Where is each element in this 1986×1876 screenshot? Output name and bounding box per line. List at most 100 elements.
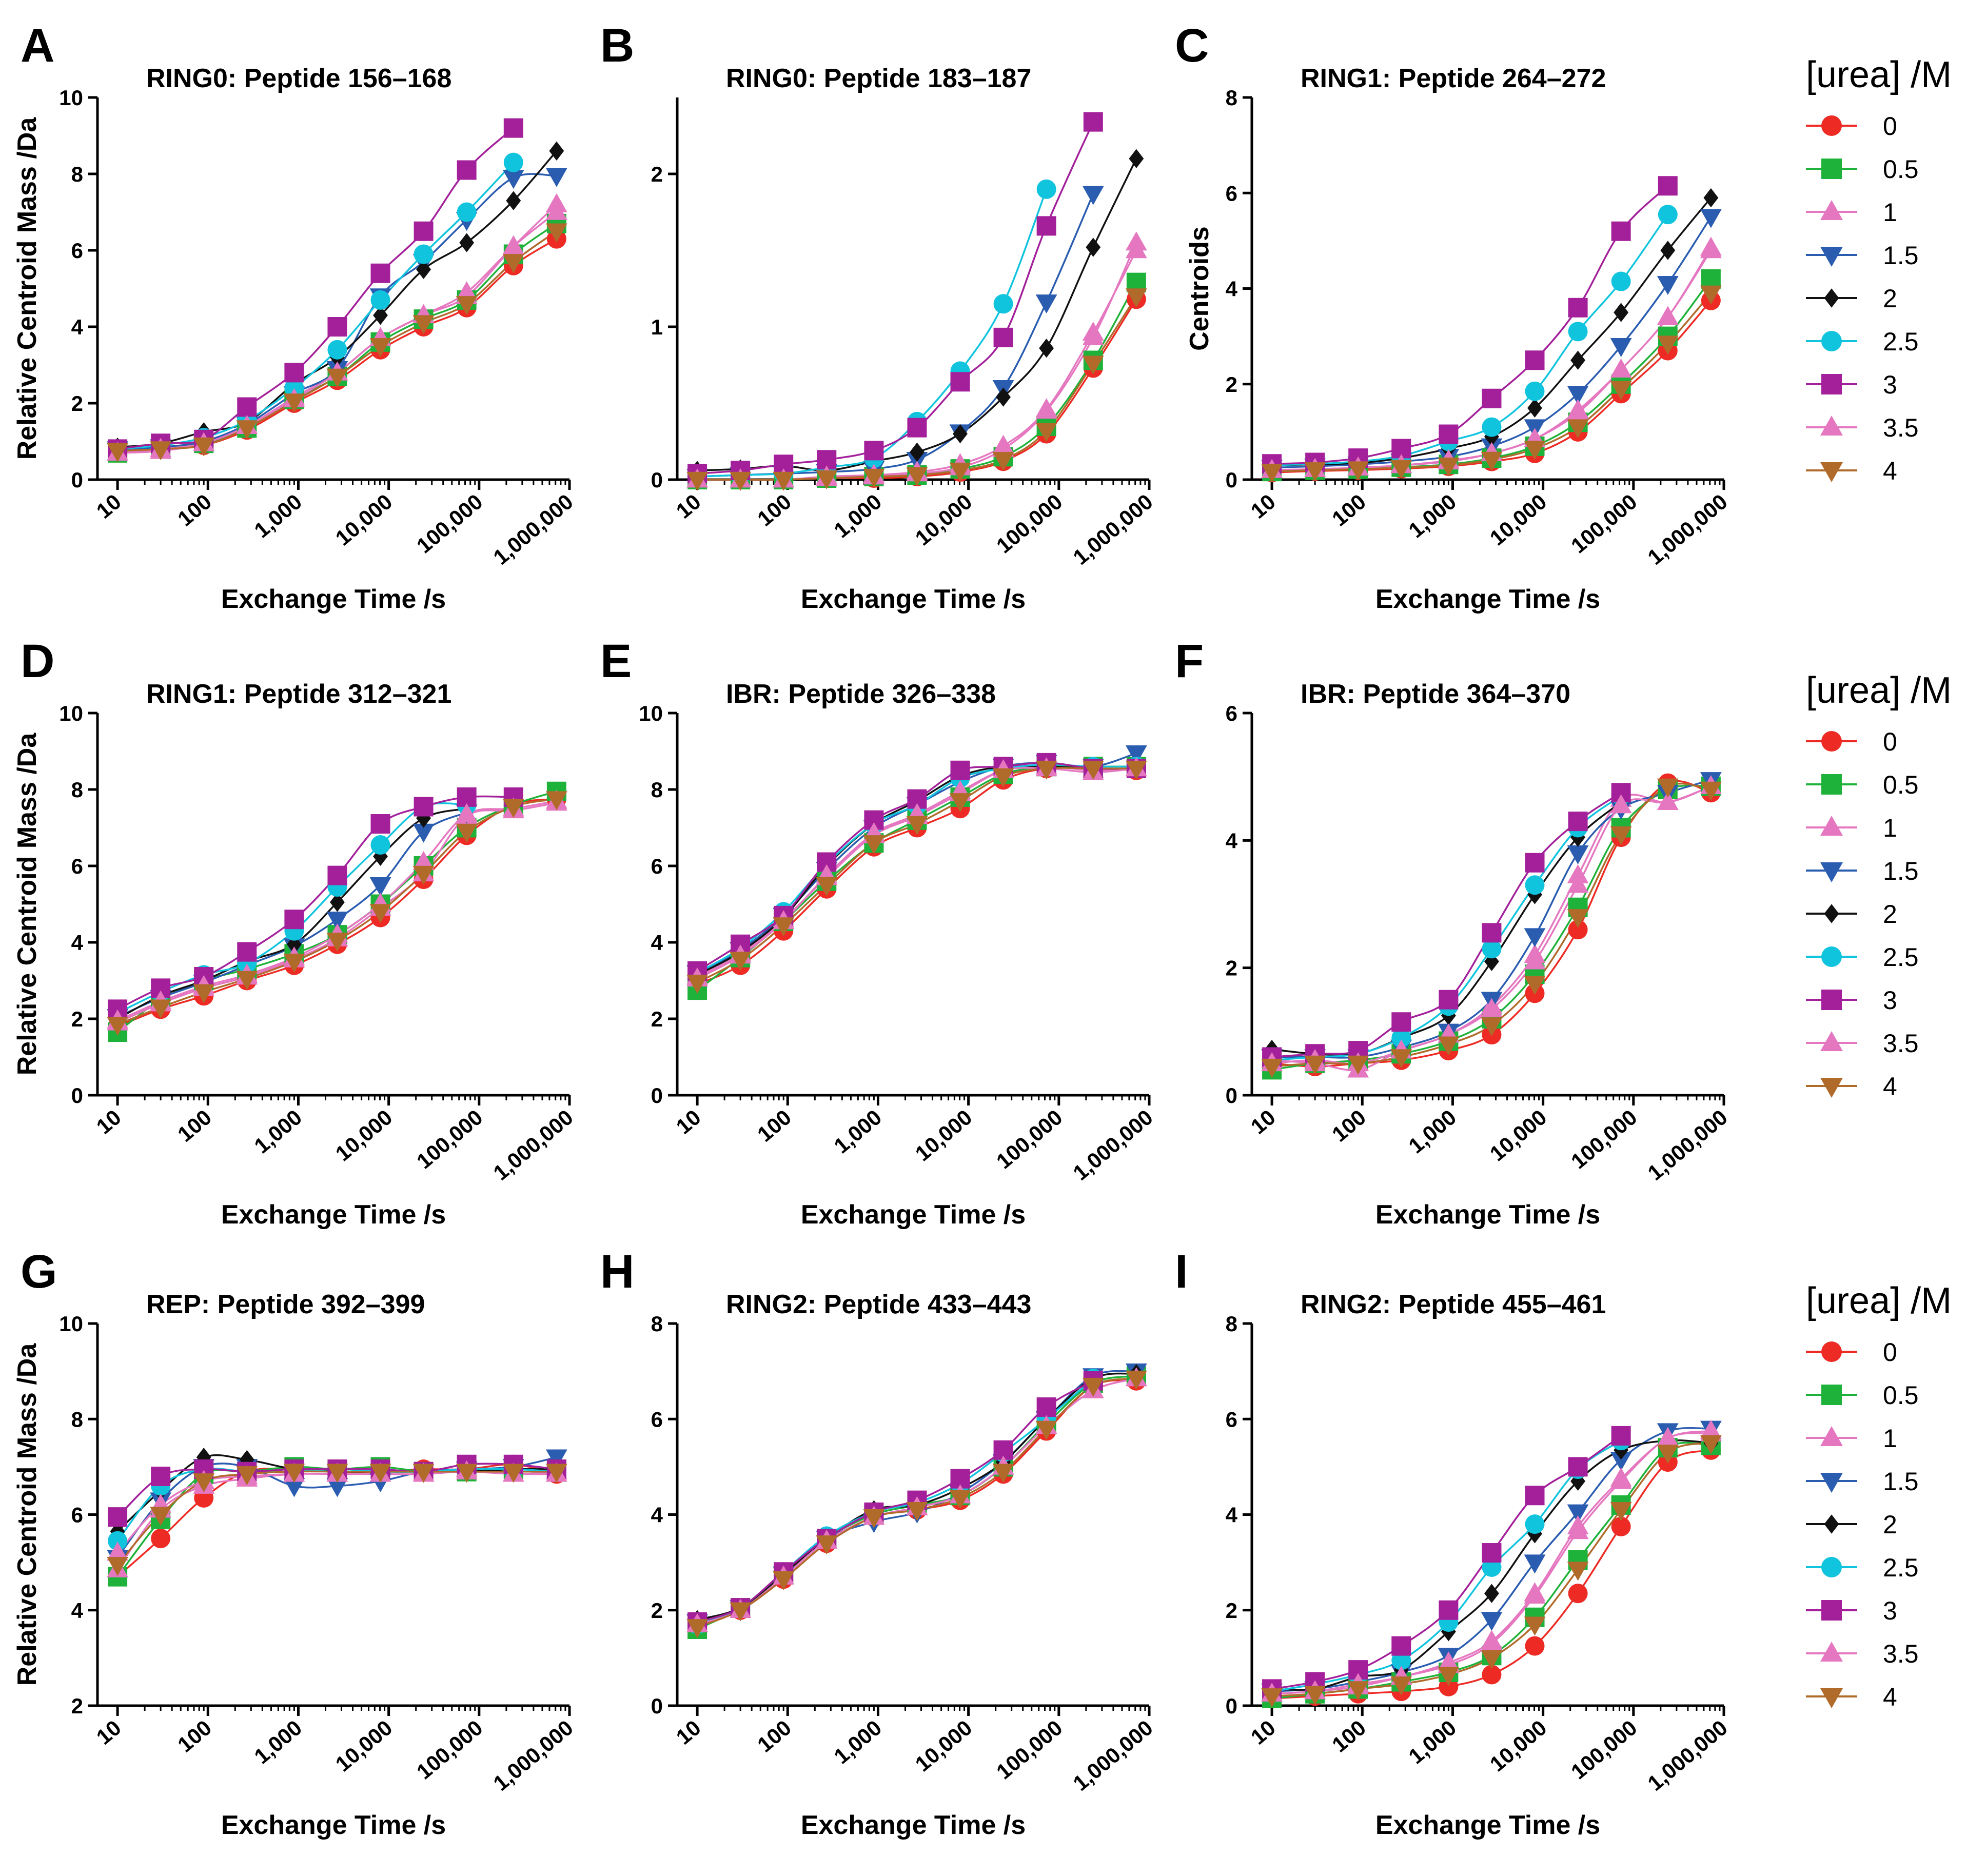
data-point-3	[817, 852, 837, 872]
x-tick-label: 10,000	[1485, 1715, 1551, 1776]
data-point-2.5	[993, 294, 1013, 314]
data-point-4	[193, 1473, 215, 1493]
data-point-3	[1036, 1397, 1056, 1417]
data-point-3	[370, 263, 390, 283]
data-point-2.5	[1525, 381, 1545, 401]
y-axis-label: Relative Centroid Mass /Da	[12, 1343, 42, 1686]
y-tick-label: 0	[651, 1083, 663, 1108]
data-points	[686, 1363, 1147, 1639]
data-point-4	[992, 768, 1014, 787]
y-tick-label: 2	[1226, 1598, 1237, 1623]
data-point-4	[1035, 760, 1057, 780]
data-point-4	[1657, 778, 1679, 798]
data-point-4	[906, 816, 928, 835]
y-tick-label: 6	[71, 1503, 83, 1527]
x-tick-label: 1,000	[250, 1715, 307, 1769]
x-axis-label: Exchange Time /s	[221, 1810, 446, 1840]
y-tick-label: 0	[1226, 468, 1237, 492]
y-axis-label: Centroids	[1185, 226, 1214, 351]
data-point-4	[1657, 335, 1679, 355]
data-point-0	[1568, 920, 1588, 940]
data-point-4	[992, 1464, 1014, 1483]
legend-label: 2.5	[1883, 327, 1919, 356]
data-point-4	[1304, 1055, 1326, 1075]
data-point-3.5	[1700, 239, 1722, 259]
data-point-3	[1482, 923, 1502, 943]
panel-letter: H	[600, 1246, 634, 1298]
fit-curves	[117, 127, 558, 454]
x-tick-label: 1,000	[1404, 1105, 1461, 1158]
legend-marker	[1821, 159, 1842, 179]
x-tick-label: 10	[92, 489, 126, 523]
x-tick-label: 100	[173, 1105, 216, 1147]
data-point-3.5	[1481, 998, 1503, 1017]
legend-marker	[1824, 1514, 1839, 1534]
data-point-3	[457, 160, 477, 180]
data-point-3	[1611, 783, 1631, 803]
x-tick-label: 10	[92, 1715, 126, 1749]
x-tick-label: 100,000	[992, 489, 1067, 558]
data-points	[1261, 772, 1722, 1080]
y-tick-label: 4	[1226, 277, 1238, 301]
data-point-1.5	[545, 168, 567, 187]
data-point-3	[1439, 424, 1459, 444]
x-tick-label: 10,000	[911, 1105, 977, 1166]
x-axis-label: Exchange Time /s	[801, 1200, 1026, 1230]
data-point-4	[1481, 451, 1503, 471]
x-axis-label: Exchange Time /s	[801, 1810, 1026, 1840]
legend-marker	[1821, 1385, 1842, 1405]
data-point-3	[993, 327, 1013, 347]
data-point-4	[773, 917, 795, 937]
data-point-4	[412, 315, 435, 334]
data-point-4	[1567, 909, 1589, 929]
data-point-3.5	[1567, 399, 1589, 419]
legend-marker	[1821, 374, 1842, 394]
data-point-2	[459, 233, 475, 252]
data-point-2	[910, 442, 925, 462]
data-point-2	[196, 1448, 211, 1467]
y-tick-label: 2	[651, 1007, 663, 1031]
x-tick-label: 1,000,000	[1643, 489, 1732, 569]
y-tick-label: 4	[71, 931, 84, 955]
data-point-4	[236, 971, 258, 990]
data-point-3.5	[1610, 794, 1632, 814]
data-point-2.5	[1482, 939, 1502, 959]
data-point-4	[1610, 381, 1632, 400]
data-point-4	[1125, 1370, 1147, 1390]
data-point-2.5	[1525, 1514, 1545, 1534]
data-point-4	[502, 1464, 524, 1483]
data-point-0	[1611, 1516, 1631, 1536]
data-point-4	[1438, 1036, 1460, 1056]
y-axis-label: Relative Centroid Mass /Da	[12, 117, 42, 460]
y-tick-label: 0	[1226, 1083, 1237, 1108]
fit-curves	[697, 752, 1137, 991]
data-point-2.5	[1036, 179, 1056, 199]
data-point-4	[107, 1557, 128, 1576]
data-point-3	[284, 363, 304, 383]
data-point-4	[283, 393, 305, 413]
data-points	[1261, 1419, 1722, 1709]
data-point-4	[1657, 1445, 1679, 1464]
data-point-1.5	[412, 823, 435, 843]
data-point-1.5	[283, 1478, 305, 1497]
data-point-4	[1481, 1650, 1503, 1669]
x-tick-label: 1,000,000	[1068, 489, 1157, 569]
legend-label: 2.5	[1883, 943, 1919, 972]
x-axis-label: Exchange Time /s	[1375, 1810, 1600, 1840]
y-tick-label: 4	[651, 931, 663, 955]
x-tick-label: 1,000,000	[1643, 1715, 1732, 1795]
data-point-2	[1484, 1584, 1499, 1603]
legend-marker	[1820, 1688, 1843, 1708]
x-tick-label: 100,000	[412, 1105, 487, 1174]
data-point-3	[1568, 1457, 1588, 1477]
data-point-4	[107, 443, 128, 462]
chart-title: RING0: Peptide 156–168	[146, 64, 451, 93]
data-point-2	[416, 260, 431, 279]
data-point-2	[373, 305, 388, 325]
x-tick-label: 100,000	[992, 1105, 1067, 1174]
data-point-4	[816, 470, 838, 489]
legend-marker	[1821, 331, 1842, 351]
data-point-4	[1700, 285, 1722, 305]
data-point-4	[1125, 288, 1147, 308]
x-axis-label: Exchange Time /s	[221, 584, 446, 614]
